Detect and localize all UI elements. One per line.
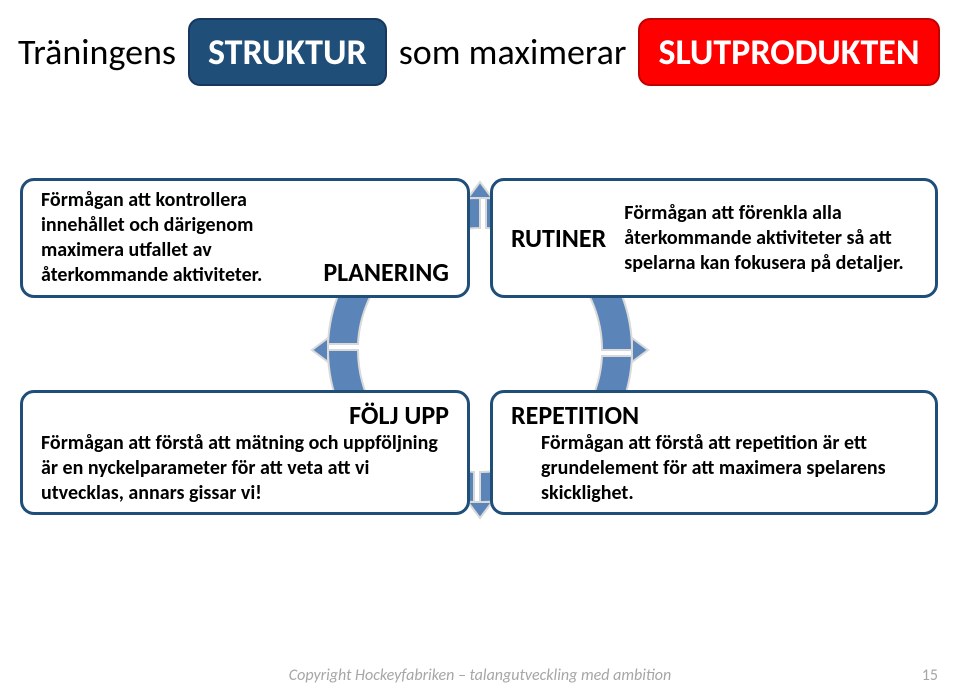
footer-copyright: Copyright Hockeyfabriken – talangutveckl… [0,666,960,685]
cycle-arrowhead-bottom [468,502,492,518]
foljupp-label: FÖLJ UPP [41,399,449,431]
cycle-arrowhead-left [312,338,328,362]
planering-label: PLANERING [323,256,449,288]
rutiner-desc: Förmågan att förenkla alla återkommande … [624,201,917,276]
page-number: 15 [922,666,938,685]
pill-struktur: STRUKTUR [188,18,387,86]
cycle-arrowhead-top [468,182,492,198]
repetition-desc: Förmågan att förstå att repetition är et… [511,431,917,506]
planering-desc: Förmågan att kontrollera innehållet och … [41,188,313,288]
pill-slutprodukten: SLUTPRODUKTEN [638,18,939,86]
quadrant-rutiner: RUTINER Förmågan att förenkla alla återk… [490,178,938,298]
cycle-arrowhead-right [632,338,648,362]
quadrant-repetition: REPETITION Förmågan att förstå att repet… [490,390,938,515]
heading-part1: Träningens [18,30,176,74]
quadrant-foljupp: FÖLJ UPP Förmågan att förstå att mätning… [20,390,470,515]
heading-part2: som maximerar [399,30,627,74]
page-heading: Träningens STRUKTUR som maximerar SLUTPR… [18,18,940,86]
foljupp-desc: Förmågan att förstå att mätning och uppf… [41,431,449,506]
repetition-label: REPETITION [511,399,917,431]
quadrant-planering: Förmågan att kontrollera innehållet och … [20,178,470,298]
rutiner-label: RUTINER [511,222,606,254]
